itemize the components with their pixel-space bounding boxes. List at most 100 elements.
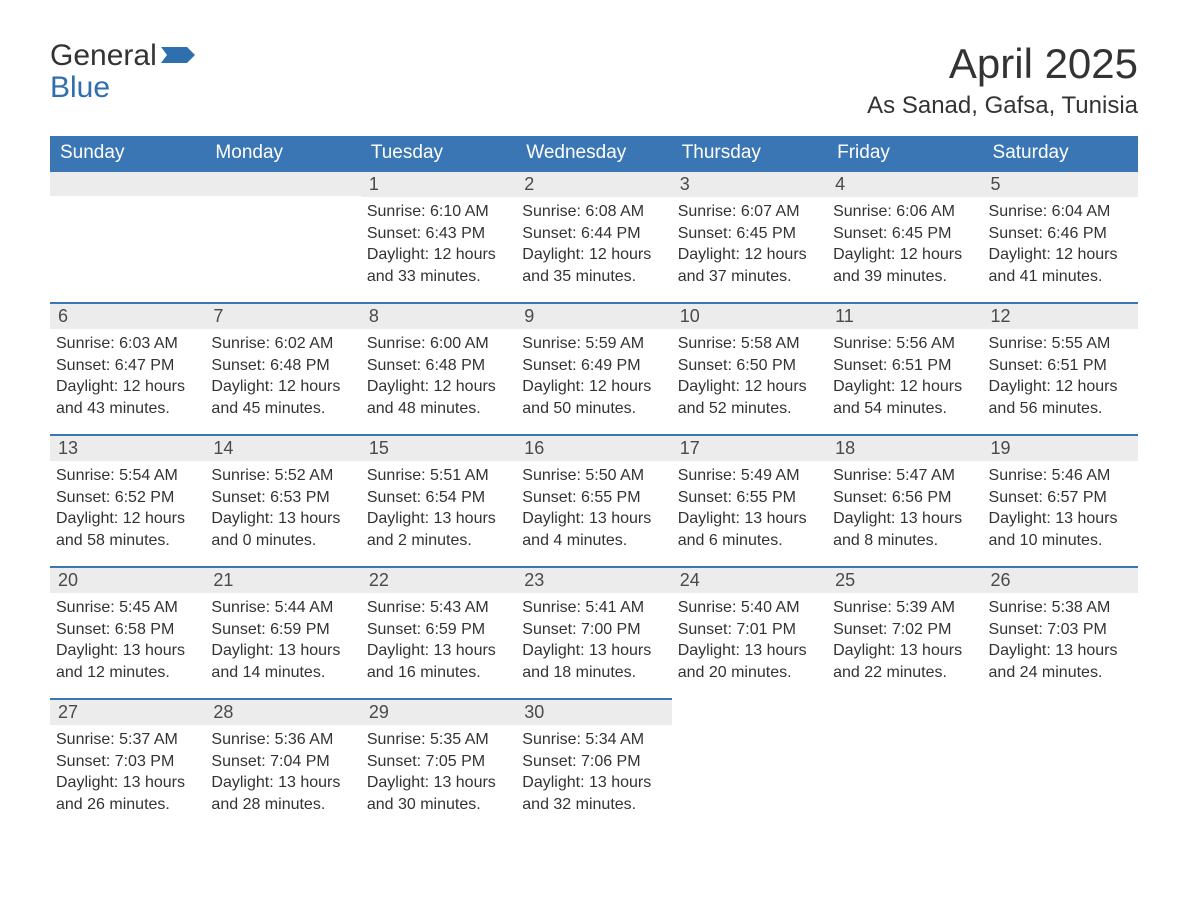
sunrise-text: Sunrise: 6:03 AM xyxy=(56,333,199,355)
daylight-text: Daylight: 13 hours and 12 minutes. xyxy=(56,640,199,683)
sunset-text: Sunset: 6:49 PM xyxy=(522,355,665,377)
blank-day-header xyxy=(205,170,360,196)
calendar-cell: 13Sunrise: 5:54 AMSunset: 6:52 PMDayligh… xyxy=(50,434,205,566)
calendar-cell xyxy=(672,698,827,830)
sunset-text: Sunset: 6:58 PM xyxy=(56,619,199,641)
weekday-header: Wednesday xyxy=(516,136,671,170)
day-number: 22 xyxy=(361,566,516,593)
page-title: April 2025 xyxy=(867,40,1138,88)
day-data: Sunrise: 6:10 AMSunset: 6:43 PMDaylight:… xyxy=(361,197,516,293)
day-data: Sunrise: 6:04 AMSunset: 6:46 PMDaylight:… xyxy=(983,197,1138,293)
day-number: 1 xyxy=(361,170,516,197)
daylight-text: Daylight: 13 hours and 14 minutes. xyxy=(211,640,354,683)
calendar-cell: 24Sunrise: 5:40 AMSunset: 7:01 PMDayligh… xyxy=(672,566,827,698)
day-data: Sunrise: 5:51 AMSunset: 6:54 PMDaylight:… xyxy=(361,461,516,557)
calendar-cell: 27Sunrise: 5:37 AMSunset: 7:03 PMDayligh… xyxy=(50,698,205,830)
sunrise-text: Sunrise: 5:50 AM xyxy=(522,465,665,487)
sunset-text: Sunset: 6:54 PM xyxy=(367,487,510,509)
sunrise-text: Sunrise: 5:49 AM xyxy=(678,465,821,487)
calendar-cell: 23Sunrise: 5:41 AMSunset: 7:00 PMDayligh… xyxy=(516,566,671,698)
day-data: Sunrise: 5:59 AMSunset: 6:49 PMDaylight:… xyxy=(516,329,671,425)
sunrise-text: Sunrise: 5:38 AM xyxy=(989,597,1132,619)
sunset-text: Sunset: 7:04 PM xyxy=(211,751,354,773)
sunrise-text: Sunrise: 6:02 AM xyxy=(211,333,354,355)
weekday-header: Friday xyxy=(827,136,982,170)
sunset-text: Sunset: 6:51 PM xyxy=(989,355,1132,377)
daylight-text: Daylight: 13 hours and 2 minutes. xyxy=(367,508,510,551)
calendar-cell: 28Sunrise: 5:36 AMSunset: 7:04 PMDayligh… xyxy=(205,698,360,830)
calendar-cell: 2Sunrise: 6:08 AMSunset: 6:44 PMDaylight… xyxy=(516,170,671,302)
day-data: Sunrise: 5:56 AMSunset: 6:51 PMDaylight:… xyxy=(827,329,982,425)
daylight-text: Daylight: 12 hours and 50 minutes. xyxy=(522,376,665,419)
day-data: Sunrise: 5:41 AMSunset: 7:00 PMDaylight:… xyxy=(516,593,671,689)
calendar-cell: 20 Sunrise: 5:45 AMSunset: 6:58 PMDayligh… xyxy=(50,566,205,698)
day-number: 19 xyxy=(983,434,1138,461)
sunset-text: Sunset: 6:45 PM xyxy=(833,223,976,245)
day-number: 6 xyxy=(50,302,205,329)
day-data: Sunrise: 5:38 AMSunset: 7:03 PMDaylight:… xyxy=(983,593,1138,689)
day-number: 9 xyxy=(516,302,671,329)
calendar-cell: 3Sunrise: 6:07 AMSunset: 6:45 PMDaylight… xyxy=(672,170,827,302)
calendar-cell: 30Sunrise: 5:34 AMSunset: 7:06 PMDayligh… xyxy=(516,698,671,830)
sunset-text: Sunset: 6:45 PM xyxy=(678,223,821,245)
calendar-row: 27Sunrise: 5:37 AMSunset: 7:03 PMDayligh… xyxy=(50,698,1138,830)
daylight-text: Daylight: 13 hours and 30 minutes. xyxy=(367,772,510,815)
day-number: 16 xyxy=(516,434,671,461)
sunrise-text: Sunrise: 5:47 AM xyxy=(833,465,976,487)
day-number: 14 xyxy=(205,434,360,461)
calendar-cell: 9Sunrise: 5:59 AMSunset: 6:49 PMDaylight… xyxy=(516,302,671,434)
sunrise-text: Sunrise: 5:45 AM xyxy=(56,597,199,619)
day-number: 11 xyxy=(827,302,982,329)
day-data: Sunrise: 5:35 AMSunset: 7:05 PMDaylight:… xyxy=(361,725,516,821)
daylight-text: Daylight: 12 hours and 43 minutes. xyxy=(56,376,199,419)
daylight-text: Daylight: 13 hours and 4 minutes. xyxy=(522,508,665,551)
daylight-text: Daylight: 13 hours and 26 minutes. xyxy=(56,772,199,815)
day-number: 20 xyxy=(50,566,205,593)
calendar-cell: 4Sunrise: 6:06 AMSunset: 6:45 PMDaylight… xyxy=(827,170,982,302)
sunset-text: Sunset: 6:48 PM xyxy=(367,355,510,377)
sunset-text: Sunset: 7:05 PM xyxy=(367,751,510,773)
brand-logo: General Blue xyxy=(50,40,195,103)
day-number: 3 xyxy=(672,170,827,197)
daylight-text: Daylight: 13 hours and 24 minutes. xyxy=(989,640,1132,683)
calendar-cell: 19Sunrise: 5:46 AMSunset: 6:57 PMDayligh… xyxy=(983,434,1138,566)
sunrise-text: Sunrise: 6:07 AM xyxy=(678,201,821,223)
day-data: Sunrise: 5:52 AMSunset: 6:53 PMDaylight:… xyxy=(205,461,360,557)
sunset-text: Sunset: 7:00 PM xyxy=(522,619,665,641)
day-number: 5 xyxy=(983,170,1138,197)
sunset-text: Sunset: 6:52 PM xyxy=(56,487,199,509)
daylight-text: Daylight: 13 hours and 28 minutes. xyxy=(211,772,354,815)
sunset-text: Sunset: 7:02 PM xyxy=(833,619,976,641)
daylight-text: Daylight: 13 hours and 6 minutes. xyxy=(678,508,821,551)
weekday-header: Tuesday xyxy=(361,136,516,170)
sunrise-text: Sunrise: 5:59 AM xyxy=(522,333,665,355)
day-number: 12 xyxy=(983,302,1138,329)
flag-icon xyxy=(161,40,195,72)
sunrise-text: Sunrise: 5:44 AM xyxy=(211,597,354,619)
sunset-text: Sunset: 6:55 PM xyxy=(522,487,665,509)
calendar-cell: 11Sunrise: 5:56 AMSunset: 6:51 PMDayligh… xyxy=(827,302,982,434)
calendar-cell: 12Sunrise: 5:55 AMSunset: 6:51 PMDayligh… xyxy=(983,302,1138,434)
weekday-header: Saturday xyxy=(983,136,1138,170)
day-number: 29 xyxy=(361,698,516,725)
daylight-text: Daylight: 12 hours and 33 minutes. xyxy=(367,244,510,287)
calendar-cell xyxy=(50,170,205,302)
day-data: Sunrise: 5:44 AMSunset: 6:59 PMDaylight:… xyxy=(205,593,360,689)
blank-day-header xyxy=(50,170,205,196)
day-data: Sunrise: 5:36 AMSunset: 7:04 PMDaylight:… xyxy=(205,725,360,821)
day-data: Sunrise: 6:00 AMSunset: 6:48 PMDaylight:… xyxy=(361,329,516,425)
day-number: 26 xyxy=(983,566,1138,593)
day-number: 28 xyxy=(205,698,360,725)
daylight-text: Daylight: 13 hours and 22 minutes. xyxy=(833,640,976,683)
sunset-text: Sunset: 7:06 PM xyxy=(522,751,665,773)
sunset-text: Sunset: 6:50 PM xyxy=(678,355,821,377)
day-number: 10 xyxy=(672,302,827,329)
day-number: 15 xyxy=(361,434,516,461)
daylight-text: Daylight: 12 hours and 35 minutes. xyxy=(522,244,665,287)
daylight-text: Daylight: 13 hours and 10 minutes. xyxy=(989,508,1132,551)
calendar-cell: 7Sunrise: 6:02 AMSunset: 6:48 PMDaylight… xyxy=(205,302,360,434)
calendar-cell: 16 Sunrise: 5:50 AMSunset: 6:55 PMDayligh… xyxy=(516,434,671,566)
sunrise-text: Sunrise: 6:04 AM xyxy=(989,201,1132,223)
location-subtitle: As Sanad, Gafsa, Tunisia xyxy=(867,92,1138,120)
day-data: Sunrise: 6:03 AMSunset: 6:47 PMDaylight:… xyxy=(50,329,205,425)
